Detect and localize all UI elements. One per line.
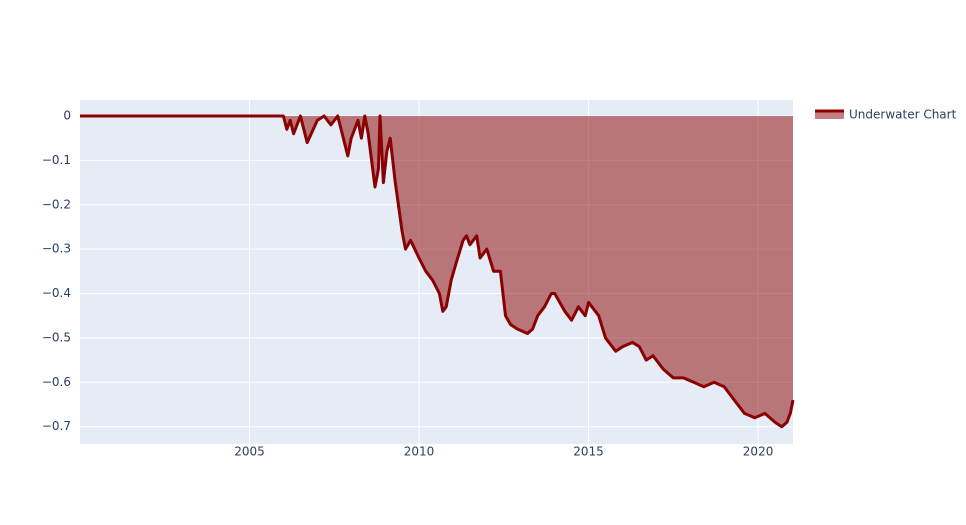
line (80, 114, 795, 429)
y-tick-label: −0.2 (42, 197, 71, 211)
x-tick-label: 2010 (404, 445, 435, 459)
x-tick-label: 2005 (234, 445, 265, 459)
y-tick-label: −0.6 (42, 375, 71, 389)
y-tick-label: −0.5 (42, 330, 71, 344)
legend-label: Underwater Chart (849, 108, 957, 122)
legend-swatch (815, 111, 844, 119)
y-tick-label: −0.7 (42, 419, 71, 433)
x-tick-label: 2015 (573, 445, 604, 459)
x-tick-label: 2020 (743, 445, 774, 459)
y-tick-label: −0.1 (42, 153, 71, 167)
y-tick-label: 0 (63, 108, 71, 122)
y-tick-label: −0.4 (42, 286, 71, 300)
y-tick-label: −0.3 (42, 242, 71, 256)
